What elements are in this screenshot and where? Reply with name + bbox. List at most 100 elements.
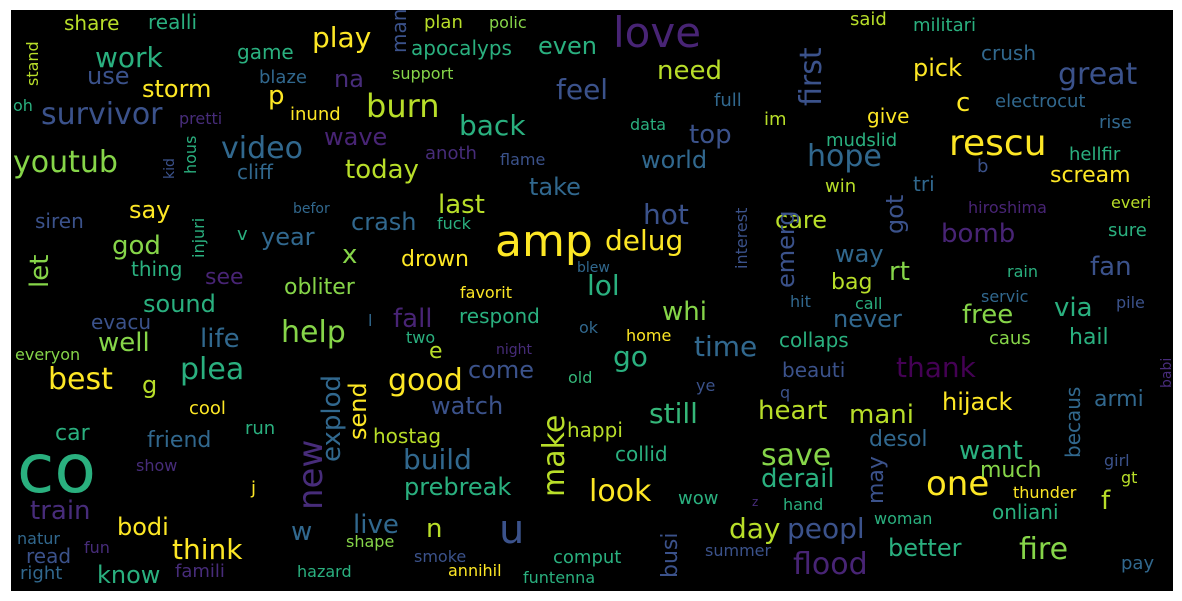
- word: fire: [1019, 532, 1069, 567]
- word: p: [268, 81, 285, 111]
- word: use: [87, 62, 130, 90]
- word: pretti: [179, 109, 223, 128]
- word: respond: [459, 304, 540, 328]
- word: evacu: [91, 310, 152, 334]
- word: busi: [658, 532, 683, 578]
- word: survivor: [41, 97, 163, 132]
- word: want: [959, 436, 1023, 466]
- word: let: [25, 254, 55, 288]
- word: hellfir: [1069, 144, 1121, 165]
- word: g: [142, 371, 158, 399]
- word: j: [251, 478, 257, 499]
- word: live: [353, 510, 399, 540]
- word: cliff: [237, 160, 273, 184]
- word: c: [956, 88, 971, 118]
- word: make: [537, 414, 572, 497]
- word: take: [529, 173, 581, 201]
- word: work: [95, 41, 163, 74]
- word: anoth: [425, 143, 477, 164]
- word: fall: [393, 304, 433, 334]
- word: know: [97, 561, 161, 589]
- word: befor: [293, 201, 330, 217]
- word: comput: [553, 547, 622, 568]
- word: bomb: [941, 219, 1016, 249]
- word: oh: [13, 96, 33, 115]
- word: funtenna: [523, 568, 596, 587]
- word: got: [881, 194, 909, 234]
- word: crash: [351, 208, 417, 236]
- word: today: [345, 155, 419, 185]
- word: x: [342, 240, 358, 270]
- word: hous: [181, 135, 200, 174]
- word: derail: [761, 464, 835, 494]
- word: pile: [1116, 293, 1145, 312]
- word: tri: [913, 172, 935, 196]
- word: think: [172, 533, 243, 566]
- word: shape: [346, 532, 395, 551]
- word: rescu: [949, 123, 1047, 164]
- word: hiroshima: [968, 198, 1047, 217]
- word: ye: [696, 376, 716, 395]
- word: hostag: [373, 424, 442, 448]
- word: help: [281, 315, 346, 350]
- word: rt: [889, 257, 910, 287]
- word: two: [406, 328, 436, 347]
- word: share: [64, 11, 120, 35]
- word: friend: [147, 428, 212, 453]
- word: injuri: [189, 217, 208, 258]
- word: sure: [1108, 220, 1147, 241]
- word: rise: [1099, 112, 1132, 133]
- word: go: [613, 340, 648, 373]
- word: everi: [1111, 193, 1152, 212]
- word: build: [403, 443, 472, 476]
- word: storm: [142, 75, 212, 103]
- word: right: [20, 563, 63, 584]
- word: prebreak: [404, 473, 512, 501]
- word: blew: [577, 260, 610, 276]
- word: z: [752, 495, 759, 509]
- word: come: [468, 356, 535, 384]
- word: stand: [23, 41, 42, 86]
- word: emerg: [772, 210, 800, 288]
- word: best: [48, 362, 113, 397]
- word: annihil: [448, 561, 502, 580]
- word: beauti: [782, 358, 846, 382]
- word: desol: [869, 427, 928, 452]
- word: via: [1054, 293, 1093, 323]
- word: hit: [790, 292, 811, 311]
- word: call: [855, 294, 883, 313]
- word: lol: [587, 269, 620, 302]
- word: explod: [317, 374, 347, 462]
- word: becaus: [1061, 386, 1085, 458]
- word: youtub: [13, 145, 118, 180]
- word: peopl: [787, 512, 865, 545]
- word: l: [368, 311, 373, 330]
- word: life: [200, 324, 240, 354]
- word: mudslid: [826, 130, 898, 151]
- word: w: [291, 517, 313, 547]
- word: show: [136, 456, 178, 475]
- word: look: [589, 474, 652, 509]
- word: year: [261, 223, 315, 251]
- word: fan: [1090, 252, 1132, 282]
- word: armi: [1094, 387, 1144, 412]
- word: fuck: [437, 214, 471, 233]
- word: never: [833, 305, 902, 333]
- word: watch: [431, 392, 504, 420]
- word: home: [626, 326, 672, 345]
- word: pay: [1121, 553, 1155, 574]
- word: one: [926, 464, 990, 504]
- word: hazard: [297, 562, 352, 581]
- word: read: [26, 544, 72, 568]
- word: na: [334, 65, 364, 93]
- word: play: [312, 21, 372, 54]
- word: babi: [1159, 357, 1173, 388]
- word: thunder: [1013, 483, 1077, 502]
- word: free: [962, 300, 1014, 330]
- word: support: [392, 64, 454, 83]
- word: plan: [424, 12, 463, 33]
- word: f: [1101, 486, 1111, 516]
- word: amp: [495, 216, 593, 267]
- word: delug: [605, 224, 684, 257]
- word: still: [649, 397, 698, 430]
